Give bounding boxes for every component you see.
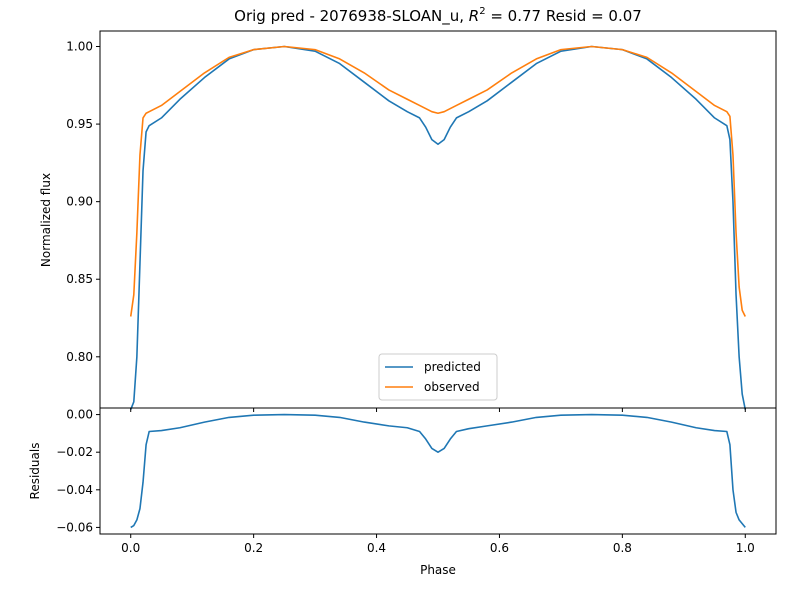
- main-y-tick-label: 0.95: [66, 117, 93, 131]
- residuals-x-tick-label: 0.4: [367, 541, 386, 555]
- residuals-y-tick-label: −0.06: [56, 520, 93, 534]
- residuals-x-tick-label: 0.0: [121, 541, 140, 555]
- x-axis-label: Phase: [420, 563, 456, 577]
- main-y-tick-label: 0.85: [66, 272, 93, 286]
- residuals-y-tick-label: −0.02: [56, 445, 93, 459]
- chart-title: Orig pred - 2076938-SLOAN_u, R2 = 0.77 R…: [234, 6, 642, 26]
- main-y-tick-label: 1.00: [66, 40, 93, 54]
- residuals-series-group: [130, 413, 746, 529]
- residuals-x-tick-label: 1.0: [736, 541, 755, 555]
- residuals-x-tick-label: 0.8: [613, 541, 632, 555]
- main-plot: 0.80 0.85 0.90 0.95 1.00 Normalized flux pre…: [39, 30, 777, 412]
- residuals-y-tick-label: 0.00: [66, 408, 93, 422]
- main-y-label: Normalized flux: [39, 173, 53, 267]
- main-series-line-predicted: [129, 45, 747, 410]
- legend-box: [378, 353, 498, 401]
- legend: predicted observed: [378, 353, 498, 401]
- main-series-group: [129, 45, 747, 410]
- legend-label-observed: observed: [424, 380, 480, 394]
- main-y-tick-label: 0.90: [66, 195, 93, 209]
- main-y-tick-label: 0.80: [66, 350, 93, 364]
- main-y-axis: 0.80 0.85 0.90 0.95 1.00: [66, 40, 100, 364]
- residuals-y-tick-label: −0.04: [56, 483, 93, 497]
- main-series-line-observed: [129, 45, 746, 317]
- main-x-axis: [130, 408, 746, 412]
- residuals-y-label: Residuals: [28, 443, 42, 500]
- residuals-x-tick-label: 0.6: [490, 541, 509, 555]
- residuals-plot-frame: [99, 407, 777, 535]
- residuals-x-axis: 0.0 0.2 0.4 0.6 0.8 1.0: [121, 534, 755, 555]
- residuals-series-line-residual: [130, 413, 746, 529]
- residuals-x-tick-label: 0.2: [244, 541, 263, 555]
- residuals-plot: 0.00 −0.02 −0.04 −0.06 0.0 0.2 0.4 0.6 0.8 1.0 R…: [28, 407, 777, 577]
- legend-label-predicted: predicted: [424, 360, 481, 374]
- residuals-y-axis: 0.00 −0.02 −0.04 −0.06: [56, 408, 100, 534]
